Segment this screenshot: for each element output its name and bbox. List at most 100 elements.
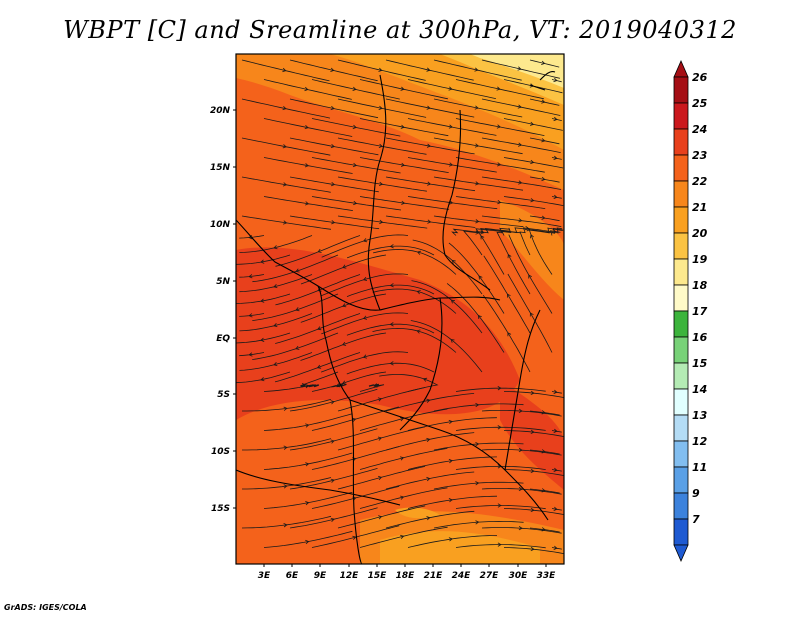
streamline-arrow bbox=[400, 124, 405, 129]
streamline bbox=[236, 293, 291, 304]
streamline-arrow bbox=[497, 199, 502, 205]
streamline-arrow bbox=[352, 535, 357, 540]
streamline-arrow bbox=[426, 437, 431, 442]
streamline-arrow bbox=[474, 105, 479, 110]
streamline-arrow bbox=[260, 377, 265, 382]
streamline-arrow bbox=[373, 383, 378, 388]
streamline-arrow bbox=[378, 181, 384, 186]
streamline-arrow bbox=[341, 380, 347, 385]
streamline-arrow bbox=[541, 527, 546, 532]
streamline-arrow bbox=[400, 162, 406, 167]
streamline-arrow bbox=[530, 468, 535, 474]
streamline-arrow bbox=[305, 539, 310, 545]
streamline-arrow bbox=[416, 250, 422, 255]
streamline-arrow bbox=[282, 106, 287, 111]
streamline-arrow bbox=[283, 523, 288, 528]
streamline-arrow bbox=[541, 138, 546, 143]
streamline-arrow bbox=[273, 284, 278, 289]
lat-label: 5N bbox=[216, 277, 230, 287]
streamline-arrow bbox=[282, 67, 287, 73]
streamline-arrow bbox=[448, 124, 453, 129]
colorbar-segment bbox=[673, 180, 689, 208]
streamline bbox=[239, 352, 313, 371]
streamline-arrow bbox=[389, 283, 394, 288]
streamline-arrow bbox=[304, 125, 309, 130]
colorbar-segment bbox=[673, 466, 689, 494]
country-borders bbox=[236, 71, 556, 564]
streamline-arrow bbox=[260, 337, 265, 342]
colorbar-segment bbox=[673, 258, 689, 286]
streamline-arrow bbox=[362, 354, 368, 359]
colorbar-label: 9 bbox=[692, 487, 700, 500]
streamline-arrow bbox=[330, 400, 335, 405]
streamline-arrow bbox=[341, 341, 347, 346]
streamline-arrow bbox=[541, 99, 546, 104]
lat-label: 10S bbox=[211, 447, 230, 457]
streamline-arrow bbox=[496, 86, 501, 91]
streamline-arrow bbox=[283, 445, 288, 450]
streamline-arrow bbox=[478, 275, 483, 280]
streamline-arrow bbox=[553, 116, 558, 122]
streamline-arrow bbox=[426, 105, 431, 110]
colorbar-segment bbox=[673, 388, 689, 416]
colorbar-label: 26 bbox=[692, 71, 708, 84]
colorbar-label: 19 bbox=[692, 253, 708, 266]
streamline-arrow bbox=[378, 143, 383, 148]
longitude-axis: 3E 6E 9E 12E 15E 18E 21E 24E 27E 30E 33E bbox=[258, 564, 556, 581]
streamline-arrow bbox=[553, 77, 558, 83]
streamline-arrow bbox=[389, 361, 394, 366]
streamline-arrow bbox=[330, 67, 335, 72]
lon-label: 33E bbox=[537, 571, 557, 581]
streamline-arrow bbox=[517, 104, 522, 109]
colorbar-segment bbox=[673, 414, 689, 442]
streamline-arrow bbox=[316, 364, 322, 369]
streamline-arrow bbox=[530, 390, 535, 396]
streamline-arrow bbox=[304, 86, 309, 92]
streamline bbox=[239, 274, 265, 278]
streamline-arrow bbox=[330, 181, 336, 187]
colorbar-label: 23 bbox=[692, 149, 708, 162]
streamline-arrow bbox=[475, 481, 480, 486]
streamline-arrow bbox=[379, 219, 384, 225]
lat-label: 15N bbox=[210, 163, 231, 173]
streamline-arrow bbox=[377, 397, 383, 402]
streamline-arrow bbox=[260, 259, 265, 264]
colorbar-label: 17 bbox=[692, 305, 708, 318]
streamline-arrow bbox=[377, 436, 383, 441]
streamline-arrow bbox=[475, 219, 480, 224]
colorbar-label: 21 bbox=[692, 201, 707, 214]
streamline-arrow bbox=[378, 67, 383, 72]
streamline-arrow bbox=[451, 259, 456, 264]
colorbar-segment bbox=[673, 102, 689, 130]
streamline-arrow bbox=[305, 201, 310, 206]
streamline-arrow bbox=[528, 274, 532, 279]
colorbar-segment bbox=[673, 154, 689, 182]
streamline-arrow bbox=[330, 105, 335, 111]
streamline-arrow bbox=[449, 200, 454, 205]
streamline-arrow bbox=[497, 425, 502, 430]
lon-label: 21E bbox=[424, 571, 444, 581]
streamline-arrow bbox=[362, 238, 368, 243]
streamline-arrow bbox=[541, 215, 546, 220]
map-title: WBPT [C] and Sreamline at 300hPa, VT: 20… bbox=[63, 16, 737, 44]
streamline-arrow bbox=[496, 124, 501, 129]
streamline-arrow bbox=[422, 377, 428, 382]
streamline-arrow bbox=[507, 253, 512, 259]
streamline-arrow bbox=[474, 143, 480, 148]
streamline-arrow bbox=[427, 219, 432, 224]
streamline-arrow bbox=[305, 462, 310, 467]
colorbar-label: 24 bbox=[692, 123, 707, 136]
lon-label: 27E bbox=[480, 571, 500, 581]
streamline-arrow bbox=[448, 458, 453, 464]
streamline-arrow bbox=[553, 428, 558, 433]
colorbar-label: 18 bbox=[692, 279, 708, 292]
streamline bbox=[239, 313, 265, 317]
colorbar-label: 7 bbox=[692, 513, 700, 526]
streamline-arrow bbox=[389, 244, 394, 249]
streamline-arrow bbox=[474, 67, 479, 72]
streamline-arrow bbox=[401, 200, 406, 205]
streamline bbox=[236, 254, 291, 265]
streamline-arrow bbox=[450, 299, 455, 304]
colorbar-segment bbox=[673, 336, 689, 364]
